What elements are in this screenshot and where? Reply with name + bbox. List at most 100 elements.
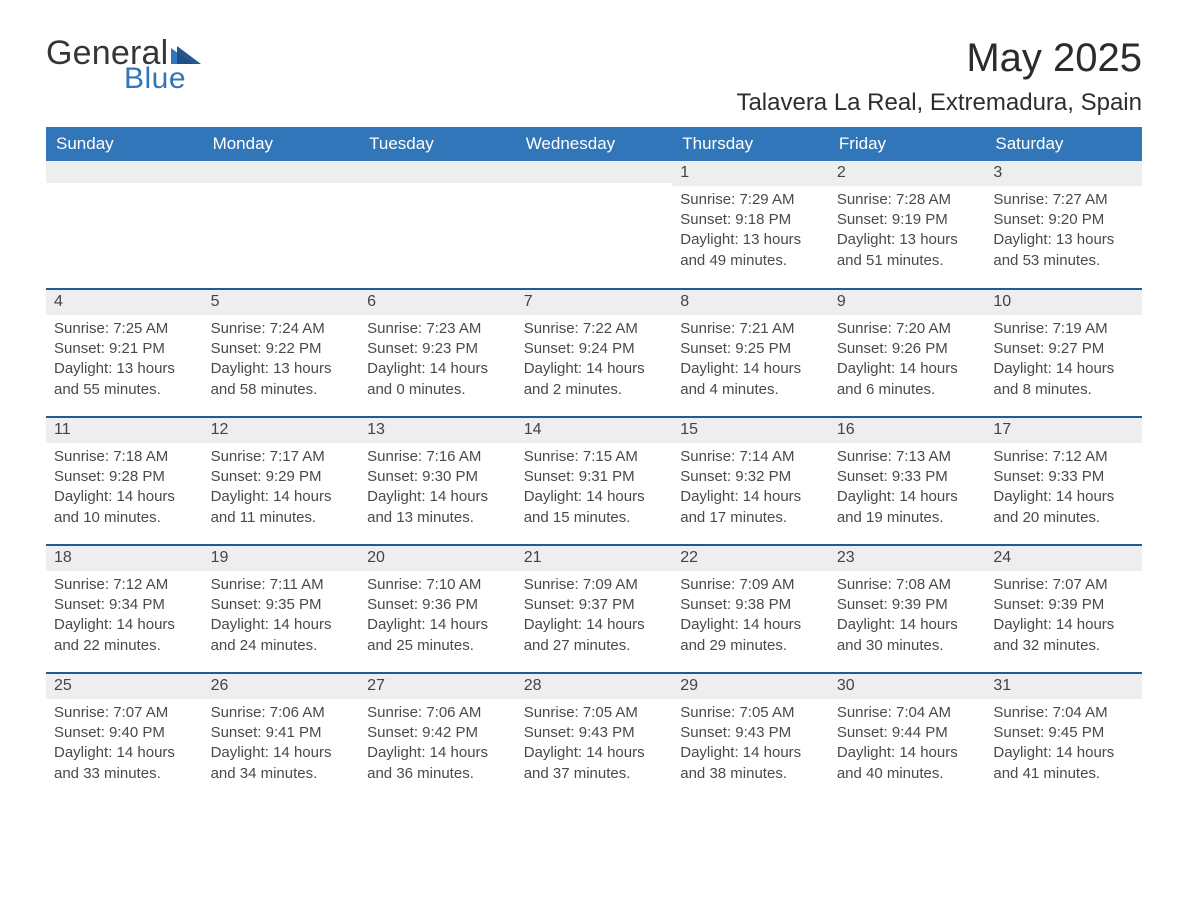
day-number: 30 (829, 674, 986, 699)
day-details: Sunrise: 7:12 AMSunset: 9:33 PMDaylight:… (985, 443, 1142, 534)
day-details: Sunrise: 7:23 AMSunset: 9:23 PMDaylight:… (359, 315, 516, 406)
day-details: Sunrise: 7:09 AMSunset: 9:38 PMDaylight:… (672, 571, 829, 662)
day-number: 7 (516, 290, 673, 315)
day-details: Sunrise: 7:14 AMSunset: 9:32 PMDaylight:… (672, 443, 829, 534)
day-details: Sunrise: 7:10 AMSunset: 9:36 PMDaylight:… (359, 571, 516, 662)
calendar-day-cell: 21Sunrise: 7:09 AMSunset: 9:37 PMDayligh… (516, 545, 673, 673)
day-number (203, 161, 360, 183)
location-subtitle: Talavera La Real, Extremadura, Spain (736, 89, 1142, 117)
day-details: Sunrise: 7:07 AMSunset: 9:39 PMDaylight:… (985, 571, 1142, 662)
day-details: Sunrise: 7:21 AMSunset: 9:25 PMDaylight:… (672, 315, 829, 406)
day-details: Sunrise: 7:28 AMSunset: 9:19 PMDaylight:… (829, 186, 986, 277)
day-details: Sunrise: 7:16 AMSunset: 9:30 PMDaylight:… (359, 443, 516, 534)
calendar-day-cell: 4Sunrise: 7:25 AMSunset: 9:21 PMDaylight… (46, 289, 203, 417)
day-number: 20 (359, 546, 516, 571)
calendar-page: General Blue May 2025 Talavera La Real, … (0, 0, 1188, 829)
calendar-day-cell: 27Sunrise: 7:06 AMSunset: 9:42 PMDayligh… (359, 673, 516, 801)
calendar-day-cell: 17Sunrise: 7:12 AMSunset: 9:33 PMDayligh… (985, 417, 1142, 545)
header: General Blue May 2025 Talavera La Real, … (46, 36, 1142, 127)
calendar-day-cell: 23Sunrise: 7:08 AMSunset: 9:39 PMDayligh… (829, 545, 986, 673)
calendar-week-row: 25Sunrise: 7:07 AMSunset: 9:40 PMDayligh… (46, 673, 1142, 801)
calendar-day-cell: 6Sunrise: 7:23 AMSunset: 9:23 PMDaylight… (359, 289, 516, 417)
day-number: 29 (672, 674, 829, 699)
day-number (516, 161, 673, 183)
calendar-day-cell (203, 161, 360, 289)
day-number: 21 (516, 546, 673, 571)
calendar-day-cell: 13Sunrise: 7:16 AMSunset: 9:30 PMDayligh… (359, 417, 516, 545)
calendar-day-cell: 16Sunrise: 7:13 AMSunset: 9:33 PMDayligh… (829, 417, 986, 545)
day-details: Sunrise: 7:07 AMSunset: 9:40 PMDaylight:… (46, 699, 203, 790)
day-number: 17 (985, 418, 1142, 443)
day-number: 13 (359, 418, 516, 443)
day-number: 23 (829, 546, 986, 571)
day-number: 10 (985, 290, 1142, 315)
day-details: Sunrise: 7:27 AMSunset: 9:20 PMDaylight:… (985, 186, 1142, 277)
calendar-day-cell: 22Sunrise: 7:09 AMSunset: 9:38 PMDayligh… (672, 545, 829, 673)
calendar-day-cell: 24Sunrise: 7:07 AMSunset: 9:39 PMDayligh… (985, 545, 1142, 673)
day-number: 26 (203, 674, 360, 699)
calendar-day-cell: 28Sunrise: 7:05 AMSunset: 9:43 PMDayligh… (516, 673, 673, 801)
calendar-week-row: 1Sunrise: 7:29 AMSunset: 9:18 PMDaylight… (46, 161, 1142, 289)
day-details: Sunrise: 7:17 AMSunset: 9:29 PMDaylight:… (203, 443, 360, 534)
day-details: Sunrise: 7:24 AMSunset: 9:22 PMDaylight:… (203, 315, 360, 406)
calendar-week-row: 11Sunrise: 7:18 AMSunset: 9:28 PMDayligh… (46, 417, 1142, 545)
day-details: Sunrise: 7:13 AMSunset: 9:33 PMDaylight:… (829, 443, 986, 534)
calendar-day-cell: 18Sunrise: 7:12 AMSunset: 9:34 PMDayligh… (46, 545, 203, 673)
day-number: 1 (672, 161, 829, 186)
weekday-header-row: SundayMondayTuesdayWednesdayThursdayFrid… (46, 127, 1142, 161)
day-number: 4 (46, 290, 203, 315)
day-number (46, 161, 203, 183)
day-details: Sunrise: 7:08 AMSunset: 9:39 PMDaylight:… (829, 571, 986, 662)
day-number: 22 (672, 546, 829, 571)
logo-word-blue: Blue (124, 64, 186, 94)
weekday-header: Monday (203, 127, 360, 161)
calendar-day-cell: 2Sunrise: 7:28 AMSunset: 9:19 PMDaylight… (829, 161, 986, 289)
calendar-table: SundayMondayTuesdayWednesdayThursdayFrid… (46, 127, 1142, 801)
calendar-day-cell: 31Sunrise: 7:04 AMSunset: 9:45 PMDayligh… (985, 673, 1142, 801)
calendar-day-cell: 25Sunrise: 7:07 AMSunset: 9:40 PMDayligh… (46, 673, 203, 801)
calendar-day-cell: 3Sunrise: 7:27 AMSunset: 9:20 PMDaylight… (985, 161, 1142, 289)
day-number: 2 (829, 161, 986, 186)
day-details: Sunrise: 7:06 AMSunset: 9:41 PMDaylight:… (203, 699, 360, 790)
day-details: Sunrise: 7:18 AMSunset: 9:28 PMDaylight:… (46, 443, 203, 534)
day-number (359, 161, 516, 183)
calendar-day-cell: 15Sunrise: 7:14 AMSunset: 9:32 PMDayligh… (672, 417, 829, 545)
day-number: 12 (203, 418, 360, 443)
day-details: Sunrise: 7:20 AMSunset: 9:26 PMDaylight:… (829, 315, 986, 406)
calendar-day-cell: 29Sunrise: 7:05 AMSunset: 9:43 PMDayligh… (672, 673, 829, 801)
day-number: 27 (359, 674, 516, 699)
day-details: Sunrise: 7:05 AMSunset: 9:43 PMDaylight:… (672, 699, 829, 790)
calendar-day-cell: 12Sunrise: 7:17 AMSunset: 9:29 PMDayligh… (203, 417, 360, 545)
calendar-day-cell: 7Sunrise: 7:22 AMSunset: 9:24 PMDaylight… (516, 289, 673, 417)
day-details: Sunrise: 7:19 AMSunset: 9:27 PMDaylight:… (985, 315, 1142, 406)
calendar-day-cell: 11Sunrise: 7:18 AMSunset: 9:28 PMDayligh… (46, 417, 203, 545)
day-details: Sunrise: 7:12 AMSunset: 9:34 PMDaylight:… (46, 571, 203, 662)
day-details: Sunrise: 7:11 AMSunset: 9:35 PMDaylight:… (203, 571, 360, 662)
day-details: Sunrise: 7:22 AMSunset: 9:24 PMDaylight:… (516, 315, 673, 406)
calendar-week-row: 18Sunrise: 7:12 AMSunset: 9:34 PMDayligh… (46, 545, 1142, 673)
logo: General Blue (46, 36, 205, 94)
calendar-week-row: 4Sunrise: 7:25 AMSunset: 9:21 PMDaylight… (46, 289, 1142, 417)
day-details: Sunrise: 7:04 AMSunset: 9:44 PMDaylight:… (829, 699, 986, 790)
day-number: 16 (829, 418, 986, 443)
weekday-header: Wednesday (516, 127, 673, 161)
day-details: Sunrise: 7:06 AMSunset: 9:42 PMDaylight:… (359, 699, 516, 790)
calendar-day-cell: 30Sunrise: 7:04 AMSunset: 9:44 PMDayligh… (829, 673, 986, 801)
calendar-day-cell: 20Sunrise: 7:10 AMSunset: 9:36 PMDayligh… (359, 545, 516, 673)
calendar-day-cell: 10Sunrise: 7:19 AMSunset: 9:27 PMDayligh… (985, 289, 1142, 417)
calendar-day-cell: 19Sunrise: 7:11 AMSunset: 9:35 PMDayligh… (203, 545, 360, 673)
day-number: 19 (203, 546, 360, 571)
day-details: Sunrise: 7:09 AMSunset: 9:37 PMDaylight:… (516, 571, 673, 662)
day-number: 11 (46, 418, 203, 443)
day-number: 25 (46, 674, 203, 699)
calendar-body: 1Sunrise: 7:29 AMSunset: 9:18 PMDaylight… (46, 161, 1142, 801)
calendar-day-cell (46, 161, 203, 289)
calendar-day-cell: 5Sunrise: 7:24 AMSunset: 9:22 PMDaylight… (203, 289, 360, 417)
day-details: Sunrise: 7:04 AMSunset: 9:45 PMDaylight:… (985, 699, 1142, 790)
day-number: 3 (985, 161, 1142, 186)
day-number: 14 (516, 418, 673, 443)
calendar-day-cell (516, 161, 673, 289)
day-details: Sunrise: 7:25 AMSunset: 9:21 PMDaylight:… (46, 315, 203, 406)
calendar-day-cell: 26Sunrise: 7:06 AMSunset: 9:41 PMDayligh… (203, 673, 360, 801)
calendar-day-cell (359, 161, 516, 289)
